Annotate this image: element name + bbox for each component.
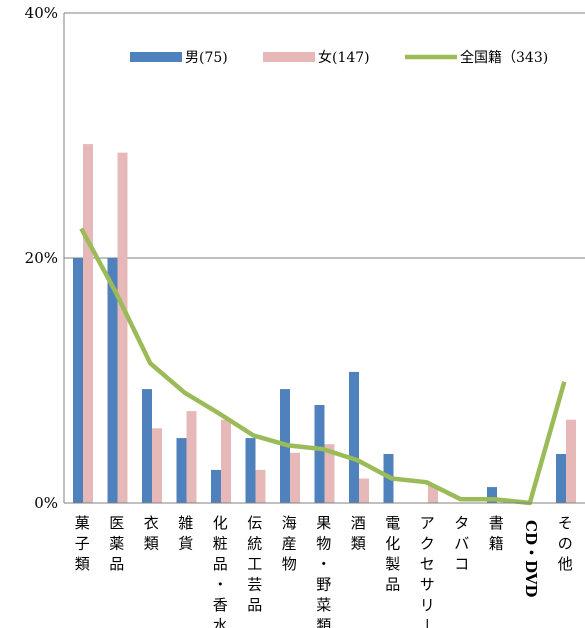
- bar-male: [176, 438, 187, 503]
- bar-female: [255, 469, 266, 503]
- y-tick-label: 40%: [25, 4, 58, 22]
- bar-female: [186, 411, 197, 503]
- bar-male: [314, 405, 325, 503]
- x-tick-label: 果物・野菜類: [316, 514, 331, 628]
- bar-male: [107, 258, 118, 503]
- x-tick-label: アクセサリ|: [420, 514, 435, 628]
- legend-swatch: [263, 52, 315, 62]
- bar-male: [245, 438, 256, 503]
- bar-male: [556, 454, 566, 503]
- line-total: [79, 227, 567, 506]
- bar-male: [487, 487, 497, 503]
- x-tick-label: タバコ: [454, 514, 469, 573]
- legend-label: 全国籍（343): [460, 49, 548, 66]
- x-tick-label: 電化製品: [385, 514, 400, 594]
- bar-male: [211, 469, 221, 503]
- gridlines: [64, 12, 585, 259]
- x-tick-label: 伝統工芸品: [247, 514, 262, 614]
- x-tick-label: CD・DVD: [522, 520, 540, 597]
- legend-swatch: [130, 52, 182, 62]
- x-tick-label: 衣類: [144, 514, 159, 553]
- y-axis-ticks: 0% 20% 40%: [25, 4, 58, 512]
- total-line-series: [79, 227, 567, 506]
- bar-male: [142, 389, 152, 503]
- x-tick-label: 化粧品・香水: [213, 514, 228, 628]
- y-tick-label: 0%: [34, 494, 58, 512]
- bar-female: [117, 152, 128, 503]
- y-tick-label: 20%: [25, 249, 58, 267]
- x-tick-label: その他: [558, 514, 573, 573]
- x-tick-label: 雑貨: [178, 514, 193, 553]
- bar-female: [359, 478, 369, 503]
- bar-male: [349, 371, 359, 503]
- bar-female: [324, 444, 335, 503]
- x-tick-label: 医薬品: [109, 514, 124, 573]
- bar-male: [73, 258, 83, 503]
- bar-female: [221, 419, 231, 503]
- x-tick-label: 書籍: [489, 514, 504, 553]
- bar-female: [290, 452, 300, 503]
- x-tick-label: 海産物: [282, 514, 297, 573]
- x-tick-label: 菓子類: [75, 514, 90, 573]
- legend-label: 男(75): [185, 50, 228, 66]
- x-tick-label: 酒類: [351, 514, 366, 553]
- bar-female: [83, 144, 93, 503]
- bar-female: [428, 485, 438, 503]
- bar-female: [152, 428, 162, 503]
- legend-label: 女(147): [318, 49, 370, 66]
- legend: 男(75) 女(147) 全国籍（343): [130, 49, 548, 66]
- bar-female: [566, 419, 576, 503]
